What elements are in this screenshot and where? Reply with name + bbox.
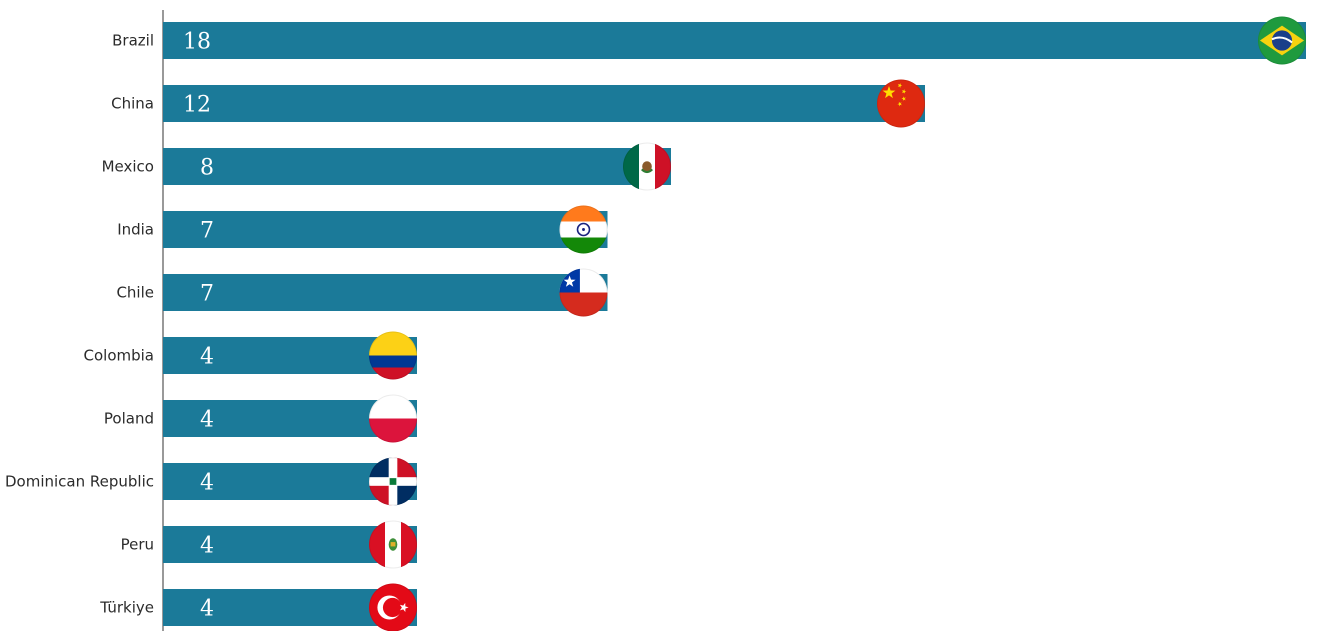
category-label: Dominican Republic xyxy=(5,473,154,491)
flag-outline xyxy=(559,205,608,254)
flag-outline xyxy=(369,394,417,443)
flag-outline xyxy=(369,520,417,569)
flag-outline xyxy=(369,457,417,506)
value-label: 4 xyxy=(200,534,214,559)
bars: Brazil 18 China 12 Mexico 8 India 7 Chile 7 Colomb… xyxy=(5,16,1306,631)
peru-flag-icon xyxy=(369,520,417,569)
value-label: 12 xyxy=(183,93,211,118)
category-label: Peru xyxy=(121,536,154,554)
category-label: Colombia xyxy=(84,347,155,365)
flag-outline xyxy=(623,142,671,191)
mexico-flag-icon xyxy=(623,142,671,191)
category-label: China xyxy=(111,95,154,113)
flag-outline xyxy=(877,79,925,128)
category-label: Brazil xyxy=(112,32,154,50)
value-label: 7 xyxy=(200,219,214,244)
brazil-flag-icon xyxy=(1258,16,1306,65)
value-label: 4 xyxy=(200,471,214,496)
flag-outline xyxy=(559,268,608,317)
bar-brazil xyxy=(163,22,1306,59)
value-label: 8 xyxy=(200,156,214,181)
bar-china xyxy=(163,85,925,122)
china-flag-icon xyxy=(877,79,925,128)
value-label: 4 xyxy=(200,408,214,433)
bar-mexico xyxy=(163,148,671,185)
flag-outline xyxy=(1258,16,1306,65)
value-label: 18 xyxy=(183,30,211,55)
flag-outline xyxy=(369,583,417,631)
category-label: Mexico xyxy=(102,158,154,176)
bar-india xyxy=(163,211,608,248)
bar-chile xyxy=(163,274,608,311)
value-label: 7 xyxy=(200,282,214,307)
value-label: 4 xyxy=(200,345,214,370)
category-label: Türkiye xyxy=(99,599,154,617)
india-flag-icon xyxy=(559,205,608,254)
value-label: 4 xyxy=(200,597,214,622)
turkiye-flag-icon xyxy=(369,583,417,631)
category-label: India xyxy=(117,221,154,239)
category-label: Poland xyxy=(104,410,154,428)
category-label: Chile xyxy=(116,284,154,302)
flag-outline xyxy=(369,331,417,380)
